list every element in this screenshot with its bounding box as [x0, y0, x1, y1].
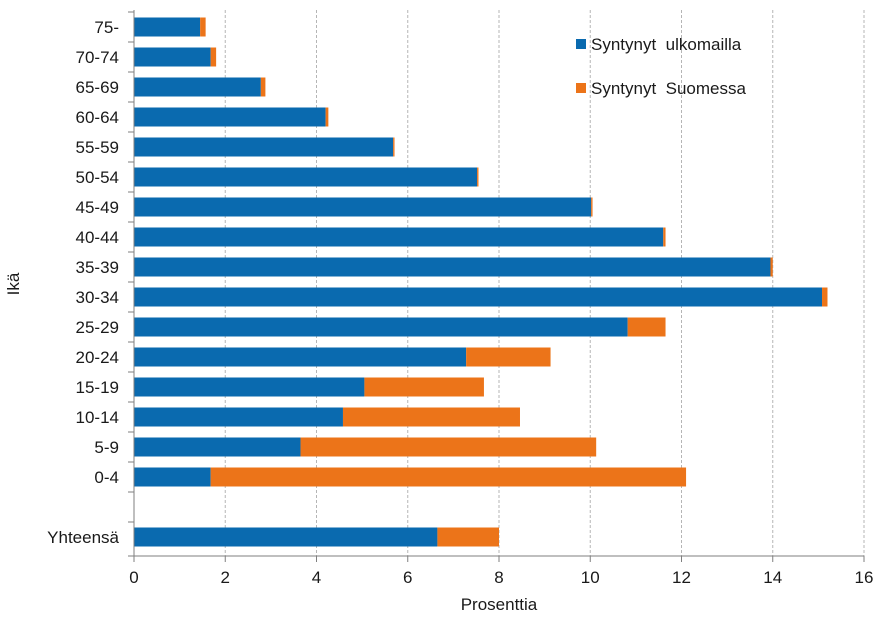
x-tick-label-6: 6	[403, 568, 412, 587]
x-tick-label-10: 10	[581, 568, 600, 587]
y-tick-label-9: 30-34	[76, 288, 119, 307]
bar-ulkomailla-3	[134, 107, 326, 127]
legend-swatch-suomessa	[576, 83, 586, 93]
x-tick-label-12: 12	[672, 568, 691, 587]
y-tick-label-13: 10-14	[76, 408, 119, 427]
bar-suomessa-14	[300, 437, 597, 457]
y-tick-label-11: 20-24	[76, 348, 119, 367]
y-tick-label-0: 75-	[94, 18, 119, 37]
bar-ulkomailla-5	[134, 167, 478, 187]
y-tick-label-6: 45-49	[76, 198, 119, 217]
bar-suomessa-0	[200, 17, 206, 37]
bar-suomessa-12	[364, 377, 484, 397]
tick-labels: 0 2 4 6 8 10 12 14 16 75- 70-74 65-69 60-64 55-59 50-5…	[47, 18, 873, 587]
bar-suomessa-11	[466, 347, 551, 367]
grid-lines	[224, 10, 865, 556]
bar-ulkomailla-0	[134, 17, 201, 37]
y-tick-label-15: 0-4	[94, 468, 119, 487]
bar-suomessa-15	[210, 467, 687, 487]
bar-suomessa-13	[342, 407, 520, 427]
x-tick-label-4: 4	[312, 568, 321, 587]
y-tick-label-14: 5-9	[94, 438, 119, 457]
bar-suomessa-4	[393, 137, 395, 157]
bars	[134, 17, 828, 547]
y-tick-label-8: 35-39	[76, 258, 119, 277]
y-tick-label-1: 70-74	[76, 48, 119, 67]
bar-ulkomailla-11	[134, 347, 467, 367]
bar-suomessa-10	[627, 317, 666, 337]
y-tick-label-7: 40-44	[76, 228, 119, 247]
bar-ulkomailla-2	[134, 77, 261, 97]
bar-suomessa-7	[663, 227, 666, 247]
bar-ulkomailla-15	[134, 467, 211, 487]
bar-suomessa-5	[477, 167, 479, 187]
bar-suomessa-1	[210, 47, 217, 67]
x-tick-label-8: 8	[494, 568, 503, 587]
bar-ulkomailla-13	[134, 407, 343, 427]
bar-ulkomailla-7	[134, 227, 664, 247]
legend-label-ulkomailla: Syntynyt ulkomailla	[591, 35, 742, 54]
y-tick-label-5: 50-54	[76, 168, 119, 187]
y-axis-title: Ikä	[4, 272, 23, 295]
bar-ulkomailla-4	[134, 137, 394, 157]
bar-suomessa-9	[822, 287, 828, 307]
y-tick-label-10: 25-29	[76, 318, 119, 337]
y-tick-label-2: 65-69	[76, 78, 119, 97]
y-tick-label-3: 60-64	[76, 108, 119, 127]
bar-ulkomailla-17	[134, 527, 438, 547]
bar-ulkomailla-8	[134, 257, 771, 277]
y-tick-label-12: 15-19	[76, 378, 119, 397]
bar-ulkomailla-9	[134, 287, 823, 307]
legend: Syntynyt ulkomailla Syntynyt Suomessa	[576, 35, 747, 98]
bar-ulkomailla-6	[134, 197, 592, 217]
x-tick-label-0: 0	[129, 568, 138, 587]
bar-ulkomailla-10	[134, 317, 628, 337]
x-tick-label-16: 16	[855, 568, 874, 587]
y-tick-label-17: Yhteensä	[47, 528, 119, 547]
legend-label-suomessa: Syntynyt Suomessa	[591, 79, 747, 98]
bar-suomessa-17	[437, 527, 499, 547]
axes	[128, 10, 865, 562]
x-tick-label-2: 2	[221, 568, 230, 587]
bar-ulkomailla-1	[134, 47, 211, 67]
legend-swatch-ulkomailla	[576, 39, 586, 49]
x-axis-title: Prosenttia	[461, 595, 538, 614]
x-tick-label-14: 14	[763, 568, 782, 587]
bar-ulkomailla-14	[134, 437, 301, 457]
y-tick-label-4: 55-59	[76, 138, 119, 157]
bar-suomessa-8	[770, 257, 773, 277]
bar-suomessa-2	[260, 77, 266, 97]
bar-ulkomailla-12	[134, 377, 365, 397]
bar-suomessa-3	[325, 107, 329, 127]
bar-suomessa-6	[591, 197, 593, 217]
